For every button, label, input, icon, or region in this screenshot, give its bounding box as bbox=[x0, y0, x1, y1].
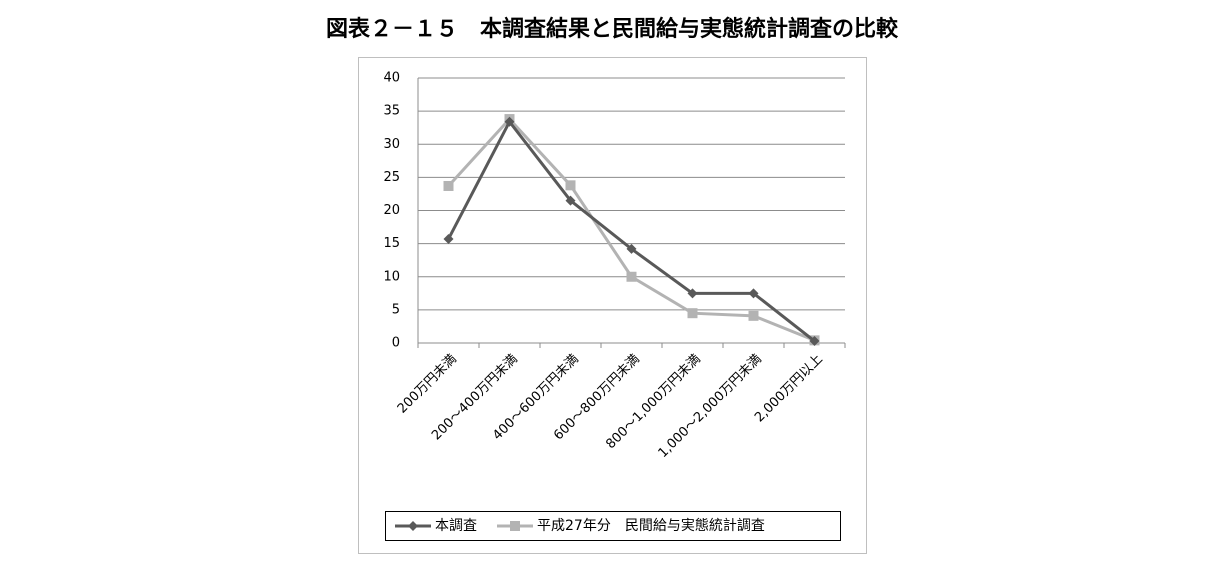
y-tick-label: 15 bbox=[383, 236, 400, 251]
y-tick-label: 5 bbox=[392, 302, 400, 317]
data-point bbox=[504, 116, 515, 127]
data-point bbox=[443, 180, 454, 191]
chart-frame bbox=[358, 57, 867, 554]
y-tick-label: 40 bbox=[383, 71, 400, 86]
data-point bbox=[626, 243, 637, 254]
data-point bbox=[565, 195, 576, 206]
series-line bbox=[447, 116, 816, 342]
data-point bbox=[626, 271, 637, 282]
y-tick-label: 35 bbox=[383, 104, 400, 119]
y-tick-label: 0 bbox=[392, 336, 400, 351]
y-tick-label: 20 bbox=[383, 203, 400, 218]
chart-title: 図表２－１５ 本調査結果と民間給与実態統計調査の比較 bbox=[326, 16, 899, 42]
data-point bbox=[687, 308, 698, 319]
x-tick-label: 200万円未満 bbox=[395, 352, 460, 417]
y-tick-label: 10 bbox=[383, 269, 400, 284]
data-point bbox=[565, 180, 576, 191]
legend-marker bbox=[408, 521, 418, 531]
legend-box bbox=[385, 511, 841, 541]
data-point bbox=[748, 310, 759, 321]
series-line bbox=[447, 118, 816, 343]
data-point bbox=[748, 288, 759, 299]
y-tick-label: 25 bbox=[383, 170, 400, 185]
y-tick-label: 30 bbox=[383, 137, 400, 152]
legend-marker bbox=[510, 521, 520, 531]
data-point bbox=[443, 233, 454, 244]
data-point bbox=[809, 336, 820, 347]
legend-label: 本調査 bbox=[435, 518, 477, 534]
data-point bbox=[687, 288, 698, 299]
legend-label: 平成27年分 民間給与実態統計調査 bbox=[537, 518, 765, 534]
x-tick-label: 1,000～2,000万円未満 bbox=[656, 352, 765, 461]
